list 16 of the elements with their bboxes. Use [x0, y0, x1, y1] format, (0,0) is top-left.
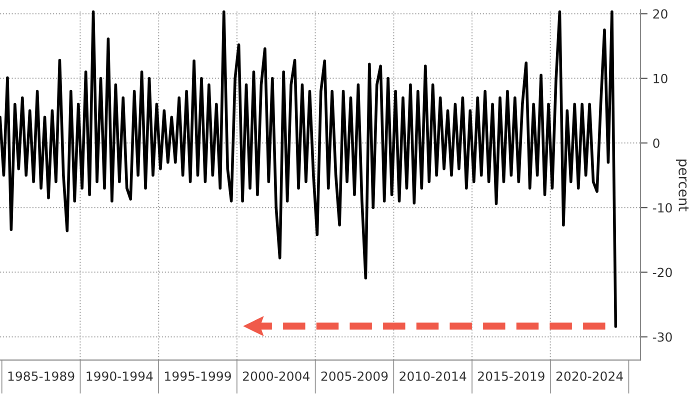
x-tick-label: 1985-1989 — [8, 371, 74, 381]
y-tick-label: -20 — [652, 268, 672, 278]
y-tick-label: 0 — [653, 138, 660, 148]
y-tick-label: -30 — [652, 332, 672, 342]
y-tick-label: -10 — [652, 203, 672, 213]
y-axis-title: percent — [676, 160, 689, 212]
y-tick-label: 10 — [654, 74, 668, 84]
x-tick-label: 2000-2004 — [242, 371, 310, 381]
y-tick-label: 20 — [653, 9, 668, 19]
x-tick-label: 2015-2019 — [478, 371, 544, 381]
x-tick-label: 1995-1999 — [165, 371, 231, 381]
x-tick-label: 1990-1994 — [86, 371, 153, 381]
line-series — [0, 10, 618, 328]
x-tick-label: 2020-2024 — [556, 371, 623, 381]
x-tick-label: 2010-2014 — [400, 371, 466, 381]
x-tick-label: 2005-2009 — [321, 371, 388, 381]
